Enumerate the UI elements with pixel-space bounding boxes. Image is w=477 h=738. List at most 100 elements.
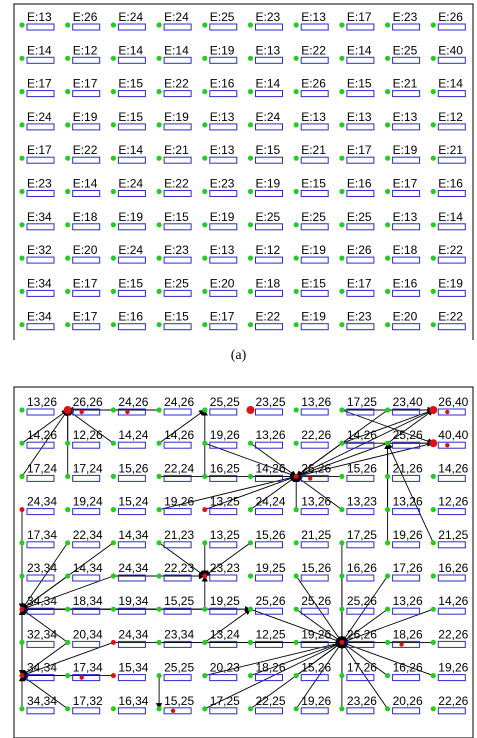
node-label: E:14 [27, 43, 52, 57]
node-label: E:19 [301, 310, 326, 324]
node-label: 13,26 [301, 495, 331, 509]
node-box [392, 441, 421, 449]
node-box [209, 56, 238, 64]
panel-a-node: E:13 [202, 243, 238, 264]
panel-a-node: E:19 [65, 110, 101, 131]
node-box [163, 541, 192, 549]
node-dot [293, 322, 299, 328]
node-label: E:17 [73, 77, 98, 91]
panel-b-node: 24,34 [110, 561, 149, 582]
panel-b-node: 26,40 [429, 395, 469, 416]
panel-b-node: 22,23 [156, 561, 194, 582]
panel-a-node: E:14 [156, 43, 192, 64]
edge-arrow [295, 608, 343, 643]
node-box [437, 607, 466, 615]
node-dot [339, 122, 345, 128]
panel-b-node: 23,40 [385, 395, 423, 416]
node-label: 15,25 [164, 594, 194, 608]
node-label: E:19 [438, 276, 463, 290]
panel-a-node: E:20 [65, 243, 101, 264]
node-label: E:25 [256, 210, 281, 224]
panel-a-node: E:22 [156, 77, 192, 98]
node-box [300, 23, 329, 31]
node-label: E:24 [27, 110, 52, 124]
panel-b-node: 16,26 [339, 561, 377, 582]
node-dot [339, 255, 345, 261]
edge-arrow [204, 641, 343, 710]
panel-b-node: 13,26 [385, 495, 423, 516]
panel-a-node: E:16 [430, 177, 466, 197]
node-box [255, 674, 283, 682]
panel-a-node: E:17 [65, 77, 101, 98]
node-box [209, 90, 238, 98]
node-label: 25,26 [256, 594, 286, 608]
node-box [26, 56, 55, 64]
panel-a-node: E:22 [247, 310, 283, 331]
panel-b-node: 21,25 [430, 528, 469, 549]
node-dot [247, 322, 254, 328]
node-dot [339, 706, 345, 712]
node-label: E:25 [164, 276, 189, 290]
node-label: E:17 [73, 310, 98, 324]
node-box [117, 408, 146, 416]
node-dot [156, 288, 162, 294]
node-box [346, 289, 375, 297]
node-dot [339, 288, 345, 294]
node-dot [339, 673, 345, 679]
edge-arrow [295, 442, 388, 478]
node-dot [293, 573, 299, 579]
panel-b-node: 26,26 [63, 395, 103, 416]
head-node-dot [110, 639, 116, 645]
panel-a-node: E:17 [19, 77, 55, 98]
node-label: E:19 [210, 43, 235, 57]
node-box [72, 607, 101, 615]
panel-b-node: 13,26 [293, 395, 332, 416]
node-label: E:22 [301, 43, 326, 57]
node-dot [65, 507, 71, 513]
panel-a-node: E:12 [430, 110, 466, 131]
node-box [255, 223, 283, 231]
node-box [392, 123, 421, 131]
node-box [300, 541, 329, 549]
panel-a-node: E:17 [65, 276, 101, 297]
node-label: 18,26 [393, 627, 423, 641]
panel-b-node: 15,34 [110, 661, 149, 682]
node-label: E:21 [164, 143, 189, 157]
panel-b-node: 19,26 [293, 694, 332, 715]
node-dot [430, 255, 436, 261]
node-box [392, 640, 421, 648]
edge-arrow [341, 642, 388, 676]
node-dot [110, 407, 116, 413]
panel-b-node: 23,25 [246, 395, 286, 416]
panel-a-node: E:12 [65, 43, 101, 64]
node-box [300, 674, 329, 682]
node-box [26, 190, 55, 197]
node-box [437, 408, 466, 416]
panel-b-node: 20,34 [65, 627, 103, 648]
node-box [346, 123, 375, 131]
head-node-dot [339, 639, 345, 645]
node-label: E:23 [393, 10, 418, 24]
node-dot [110, 507, 116, 513]
node-box [300, 408, 329, 416]
node-box [300, 223, 329, 231]
node-box [300, 90, 329, 98]
node-label: E:13 [347, 110, 372, 124]
node-box [392, 23, 421, 31]
node-box [255, 190, 283, 197]
node-box [209, 256, 238, 264]
node-label: 25,26 [301, 594, 331, 608]
node-box [26, 474, 55, 482]
node-box [117, 508, 146, 516]
node-box [117, 640, 146, 648]
edge-arrow [158, 474, 297, 511]
node-dot [156, 188, 162, 195]
panel-a-node: E:18 [247, 276, 283, 297]
node-label: 14,26 [438, 461, 468, 475]
panel-b-node: 17,24 [19, 461, 57, 482]
node-label: 19,26 [301, 694, 331, 708]
node-dot [202, 122, 208, 128]
node-label: E:19 [164, 110, 189, 124]
node-label: 16,26 [393, 661, 423, 675]
node-box [209, 508, 238, 516]
